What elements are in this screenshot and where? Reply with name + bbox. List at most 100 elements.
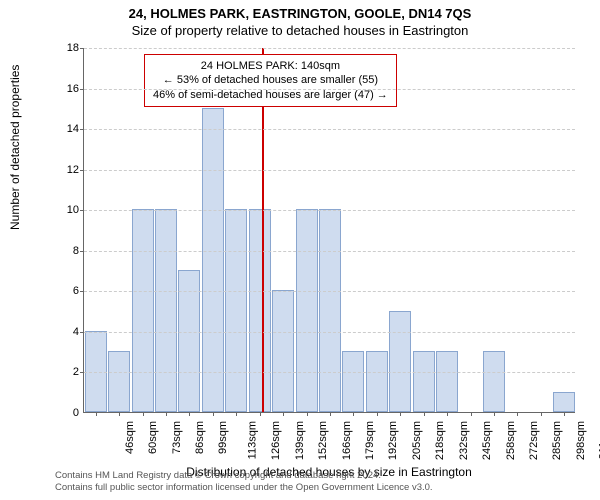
y-axis-title: Number of detached properties — [8, 65, 22, 230]
y-tick-label: 4 — [73, 326, 79, 338]
y-tick-mark — [80, 48, 84, 49]
y-tick-label: 12 — [67, 164, 79, 176]
grid-line — [84, 251, 575, 252]
footer: Contains HM Land Registry data © Crown c… — [55, 470, 433, 494]
y-tick-mark — [80, 251, 84, 252]
x-tick-mark — [260, 412, 261, 416]
x-tick-mark — [143, 412, 144, 416]
y-tick-mark — [80, 170, 84, 171]
y-tick-label: 2 — [73, 366, 79, 378]
bar — [342, 351, 364, 412]
bar — [202, 108, 224, 412]
x-tick-label: 192sqm — [388, 421, 400, 460]
callout-line1: 24 HOLMES PARK: 140sqm — [153, 59, 388, 73]
callout-line3: 46% of semi-detached houses are larger (… — [153, 88, 388, 102]
y-tick-mark — [80, 210, 84, 211]
y-tick-label: 8 — [73, 245, 79, 257]
y-tick-label: 6 — [73, 285, 79, 297]
x-tick-mark — [283, 412, 284, 416]
chart-area: 24 HOLMES PARK: 140sqm ← 53% of detached… — [83, 48, 575, 413]
grid-line — [84, 291, 575, 292]
x-tick-label: 113sqm — [246, 421, 258, 459]
x-tick-mark — [236, 412, 237, 416]
x-tick-mark — [400, 412, 401, 416]
bar — [85, 331, 107, 412]
bar — [132, 209, 154, 412]
y-tick-label: 10 — [67, 204, 79, 216]
x-tick-mark — [424, 412, 425, 416]
x-tick-label: 152sqm — [317, 421, 329, 460]
x-tick-mark — [166, 412, 167, 416]
bar — [108, 351, 130, 412]
grid-line — [84, 372, 575, 373]
y-axis: 024681012141618 — [55, 48, 83, 413]
callout-box: 24 HOLMES PARK: 140sqm ← 53% of detached… — [144, 54, 397, 107]
bar — [389, 311, 411, 412]
x-tick-mark — [353, 412, 354, 416]
x-tick-label: 298sqm — [575, 421, 587, 460]
x-tick-mark — [494, 412, 495, 416]
x-tick-label: 272sqm — [528, 421, 540, 460]
x-tick-label: 258sqm — [505, 421, 517, 460]
bar — [249, 209, 271, 412]
plot-region: 024681012141618 24 HOLMES PARK: 140sqm ←… — [55, 48, 575, 413]
grid-line — [84, 48, 575, 49]
grid-line — [84, 210, 575, 211]
y-tick-mark — [80, 372, 84, 373]
x-tick-label: 205sqm — [411, 421, 423, 460]
bar — [553, 392, 575, 412]
y-tick-mark — [80, 291, 84, 292]
grid-line — [84, 332, 575, 333]
x-tick-label: 60sqm — [147, 421, 159, 454]
x-tick-label: 46sqm — [124, 421, 136, 454]
bar — [272, 290, 294, 412]
x-tick-label: 99sqm — [217, 421, 229, 454]
x-tick-label: 245sqm — [481, 421, 493, 460]
x-tick-label: 285sqm — [552, 421, 564, 460]
bar — [319, 209, 341, 412]
chart-container: { "title_line1": "24, HOLMES PARK, EASTR… — [0, 0, 600, 500]
x-tick-label: 139sqm — [294, 421, 306, 460]
x-tick-mark — [564, 412, 565, 416]
callout-line2: ← 53% of detached houses are smaller (55… — [153, 73, 388, 87]
bar — [296, 209, 318, 412]
x-tick-mark — [541, 412, 542, 416]
bar — [436, 351, 458, 412]
y-tick-mark — [80, 332, 84, 333]
chart-title-address: 24, HOLMES PARK, EASTRINGTON, GOOLE, DN1… — [0, 0, 600, 21]
x-tick-mark — [213, 412, 214, 416]
bar — [483, 351, 505, 412]
grid-line — [84, 129, 575, 130]
grid-line — [84, 89, 575, 90]
x-tick-mark — [377, 412, 378, 416]
x-tick-mark — [307, 412, 308, 416]
x-tick-label: 232sqm — [458, 421, 470, 460]
x-tick-mark — [96, 412, 97, 416]
y-tick-label: 0 — [73, 407, 79, 419]
footer-line1: Contains HM Land Registry data © Crown c… — [55, 470, 433, 482]
x-tick-label: 179sqm — [364, 421, 376, 460]
x-tick-mark — [330, 412, 331, 416]
x-tick-mark — [517, 412, 518, 416]
x-tick-label: 86sqm — [194, 421, 206, 454]
x-tick-mark — [447, 412, 448, 416]
x-tick-label: 166sqm — [341, 421, 353, 460]
x-tick-mark — [119, 412, 120, 416]
bar — [155, 209, 177, 412]
y-tick-label: 14 — [67, 123, 79, 135]
x-tick-mark — [471, 412, 472, 416]
y-tick-mark — [80, 129, 84, 130]
y-tick-mark — [80, 89, 84, 90]
x-tick-label: 218sqm — [434, 421, 446, 460]
x-tick-mark — [189, 412, 190, 416]
x-tick-label: 126sqm — [270, 421, 282, 460]
x-tick-label: 73sqm — [171, 421, 183, 454]
y-tick-label: 16 — [67, 83, 79, 95]
bar — [225, 209, 247, 412]
bar — [413, 351, 435, 412]
footer-line2: Contains full public sector information … — [55, 482, 433, 494]
bar — [366, 351, 388, 412]
chart-subtitle: Size of property relative to detached ho… — [0, 21, 600, 38]
y-tick-label: 18 — [67, 42, 79, 54]
grid-line — [84, 170, 575, 171]
